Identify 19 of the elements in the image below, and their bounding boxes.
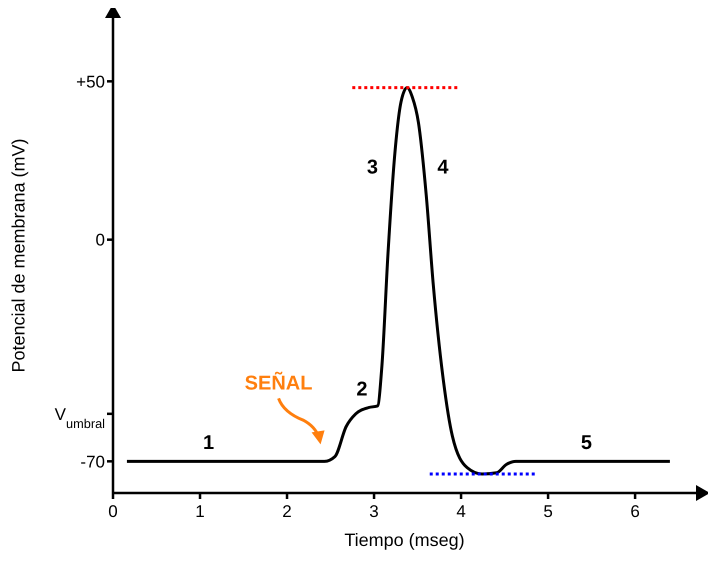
- annotation: SEÑAL: [244, 371, 312, 394]
- x-tick-label: 3: [369, 502, 379, 521]
- x-tick-label: 6: [630, 502, 640, 521]
- y-tick-label: +50: [76, 72, 105, 92]
- x-tick-label: 2: [282, 502, 292, 521]
- y-tick-label: 0: [96, 230, 105, 250]
- y-axis-title: Potencial de membrana (mV): [8, 138, 28, 373]
- x-axis-title: Tiempo (mseg): [344, 530, 465, 550]
- annotation: 2: [356, 378, 368, 400]
- y-tick-label: -70: [80, 452, 105, 472]
- annotation: 1: [203, 432, 214, 454]
- annotation: 5: [580, 432, 592, 454]
- x-tick-label: 4: [456, 502, 466, 521]
- x-tick-label: 5: [543, 502, 553, 521]
- annotation: 3: [366, 156, 378, 179]
- x-tick-label: 0: [108, 502, 118, 521]
- x-tick-label: 1: [195, 502, 205, 521]
- annotation: 4: [437, 156, 450, 179]
- y-tick-label: V$_{umbral}$: [54, 404, 105, 430]
